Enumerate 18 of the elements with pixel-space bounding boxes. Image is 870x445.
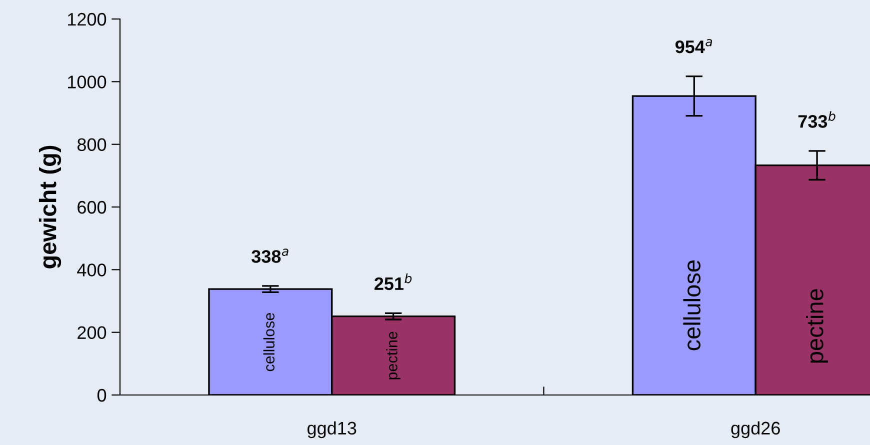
x-tick-label: ggd13: [308, 421, 356, 438]
y-tick-label: 1000: [68, 76, 106, 88]
series-label: cellulose: [263, 313, 275, 372]
data-label: 733$^{b}$: [798, 111, 836, 128]
y-tick-label: 200: [78, 326, 106, 340]
y-axis-title: gewicht (g): [38, 146, 62, 268]
y-tick-label: 600: [78, 200, 106, 214]
series-label: pectine: [386, 332, 400, 380]
data-label: 338$^{a}$: [252, 248, 288, 263]
text: pectine: [806, 289, 828, 363]
data-label: 251$^{b}$: [374, 273, 412, 290]
y-tick-label: 0: [97, 388, 106, 402]
data-label: 954$^{a}$: [675, 39, 712, 54]
y-tick-label: 400: [77, 264, 106, 276]
y-tick-label: 1200: [68, 12, 106, 26]
text: cellulose: [683, 260, 700, 350]
y-tick-label: 800: [77, 138, 106, 152]
x-tick-label: ggd26: [731, 421, 780, 438]
